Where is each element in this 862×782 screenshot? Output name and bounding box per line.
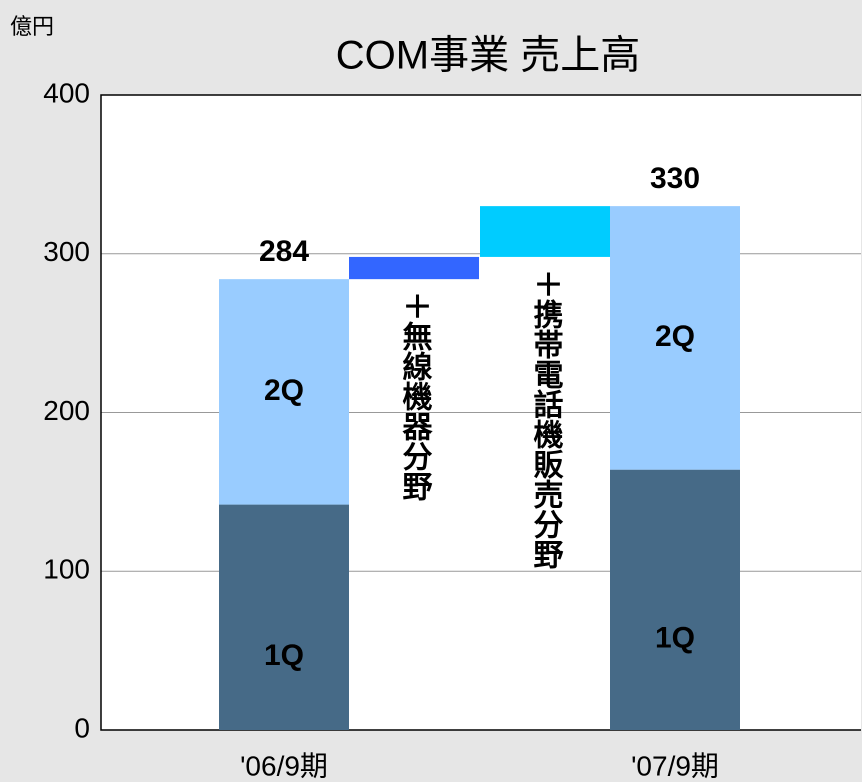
- x-tick-label: '06/9期: [240, 750, 328, 781]
- bar-segment: [610, 469, 740, 730]
- segment-label: 2Q: [264, 374, 304, 407]
- bar-segment: [219, 504, 349, 730]
- segment-label: 1Q: [264, 639, 304, 672]
- bar-segment: [219, 279, 349, 505]
- total-label: 330: [650, 162, 700, 195]
- y-tick-label: 200: [43, 395, 90, 426]
- y-tick-label: 100: [43, 554, 90, 585]
- total-label: 284: [259, 235, 309, 268]
- segment-label: 1Q: [655, 622, 695, 655]
- increment-bar: [349, 256, 479, 280]
- segment-label: 2Q: [655, 320, 695, 353]
- increment-label: ＋無線機器分野: [398, 291, 434, 501]
- increment-bar: [480, 206, 610, 257]
- chart-title: COM事業 売上高: [336, 34, 640, 78]
- increment-label: ＋携帯電話機販売分野: [529, 269, 564, 569]
- y-tick-label: 300: [43, 236, 90, 267]
- y-axis-label: 億円: [10, 14, 54, 39]
- bar-segment: [610, 206, 740, 470]
- x-tick-label: '07/9期: [631, 750, 719, 781]
- plot-border: [100, 94, 861, 731]
- y-tick-label: 0: [74, 712, 90, 743]
- y-tick-label: 400: [43, 77, 90, 108]
